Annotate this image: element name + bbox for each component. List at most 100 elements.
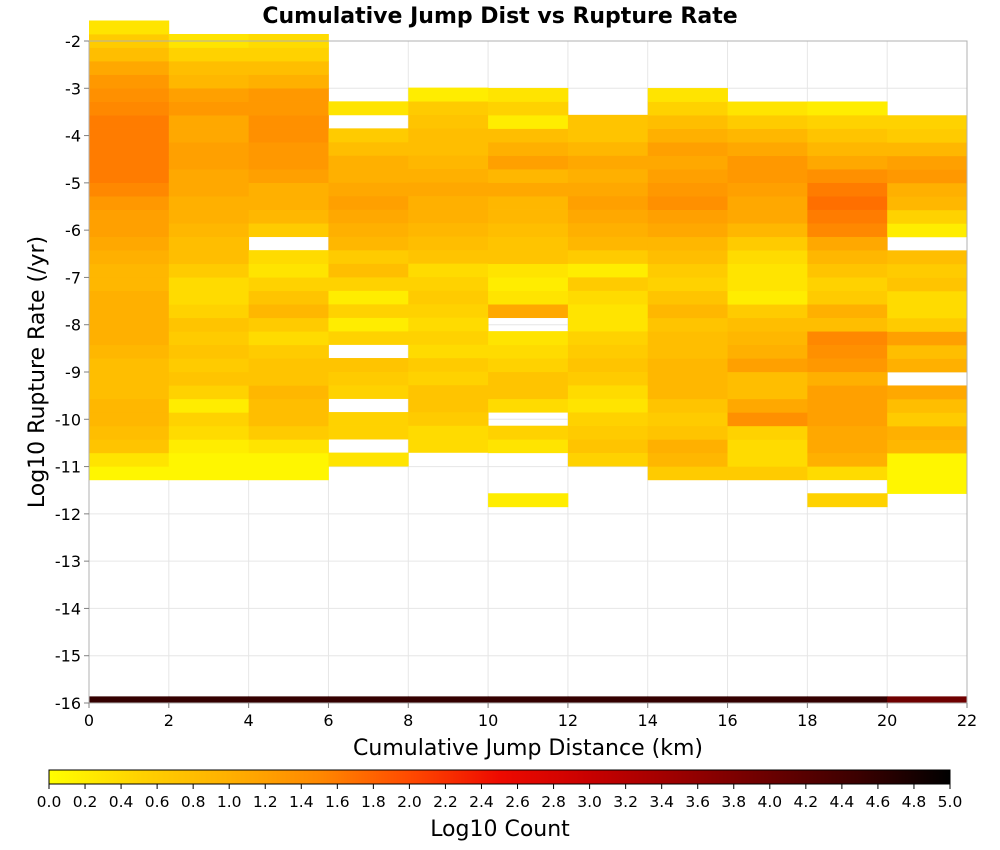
heatmap-cell <box>488 236 569 251</box>
heatmap-cell <box>328 182 409 197</box>
heatmap-cell <box>89 466 170 481</box>
heatmap-cell <box>89 452 170 467</box>
y-tick-label: -16 <box>55 694 81 713</box>
heatmap-cell <box>807 398 888 413</box>
colorbar-tick-label: 3.4 <box>649 793 674 811</box>
heatmap-cell <box>408 128 489 143</box>
heatmap-cell <box>488 331 569 346</box>
heatmap-cell <box>328 128 409 143</box>
heatmap-cell <box>727 425 808 440</box>
heatmap-cell <box>89 169 170 184</box>
y-tick-label: -11 <box>55 458 81 477</box>
heatmap-cell <box>328 249 409 264</box>
colorbar-tick-label: 2.8 <box>541 793 566 811</box>
heatmap-cell <box>89 344 170 359</box>
heatmap-cell <box>727 317 808 332</box>
heatmap-cell <box>168 101 250 116</box>
heatmap-cell <box>887 304 968 319</box>
heatmap-cell <box>328 290 409 305</box>
colorbar-tick-label: 4.0 <box>757 793 782 811</box>
heatmap-cell <box>488 87 569 102</box>
colorbar-tick-label: 0.0 <box>37 793 62 811</box>
heatmap-cell <box>727 223 808 238</box>
heatmap-cell <box>887 385 968 400</box>
heatmap-cell <box>567 331 649 345</box>
heatmap-cell <box>567 358 649 372</box>
heatmap-cell <box>168 290 250 305</box>
heatmap-cell <box>567 222 649 237</box>
heatmap-cell <box>647 344 728 359</box>
heatmap-cell <box>647 358 728 373</box>
heatmap-cell <box>168 169 250 184</box>
heatmap-cell <box>567 141 649 156</box>
heatmap-cell <box>488 277 569 292</box>
heatmap-cell <box>488 209 569 224</box>
heatmap-cell <box>408 195 489 210</box>
heatmap-cell <box>89 412 170 427</box>
heatmap-cell <box>248 88 329 102</box>
x-tick-label: 4 <box>244 711 254 730</box>
heatmap-cell <box>567 276 649 291</box>
colorbar-tick-label: 0.6 <box>145 793 170 811</box>
heatmap-cell <box>727 250 808 265</box>
heatmap-cell <box>408 249 489 264</box>
heatmap-cell <box>807 331 888 346</box>
heatmap-cell <box>408 114 489 129</box>
heatmap-cell <box>168 47 250 62</box>
heatmap-cell <box>647 182 728 197</box>
heatmap-cell <box>248 398 329 413</box>
heatmap-cell-bottom <box>807 696 888 703</box>
heatmap-cell <box>647 101 728 116</box>
heatmap-cell <box>89 385 170 400</box>
heatmap-cell <box>328 385 409 399</box>
heatmap-cell <box>408 263 489 278</box>
colorbar-tick-label: 4.6 <box>866 793 891 811</box>
heatmap-cell <box>727 196 808 211</box>
heatmap-cell <box>807 344 888 359</box>
heatmap-cell <box>408 411 489 426</box>
chart-title: Cumulative Jump Dist vs Rupture Rate <box>262 4 737 29</box>
heatmap-cell <box>328 303 409 318</box>
heatmap-cell <box>887 277 968 292</box>
heatmap-cell <box>727 128 808 143</box>
heatmap-cell <box>488 114 569 129</box>
heatmap-cell <box>168 115 250 129</box>
heatmap-cell <box>727 290 808 305</box>
heatmap-cell <box>328 358 409 372</box>
heatmap-cell <box>89 236 170 251</box>
colorbar-label: Log10 Count <box>430 817 570 842</box>
heatmap-cell <box>248 412 329 427</box>
heatmap-cell <box>89 290 170 305</box>
heatmap-cell <box>248 452 329 467</box>
heatmap-cell <box>567 452 649 467</box>
heatmap-cell <box>887 466 968 481</box>
heatmap-cell-bottom <box>89 696 170 703</box>
colorbar-ticks: 0.0 0.2 0.4 0.6 0.8 1.0 1.2 1.4 1.6 1.8 2.0 2.2 2.4 2… <box>37 784 962 811</box>
heatmap-cell <box>248 317 329 332</box>
heatmap-cell <box>887 155 968 170</box>
heatmap-cell <box>408 303 489 318</box>
heatmap-cell <box>647 196 728 211</box>
heatmap-cell <box>408 425 489 440</box>
heatmap-cell <box>248 290 329 305</box>
x-axis-label: Cumulative Jump Distance (km) <box>353 736 703 761</box>
colorbar-tick-label: 1.8 <box>361 793 386 811</box>
heatmap-cell <box>488 358 569 373</box>
heatmap-cell <box>567 371 649 386</box>
heatmap-cell <box>567 439 649 453</box>
heatmap-cell <box>887 209 968 224</box>
heatmap-cell <box>168 88 250 102</box>
heatmap-cell <box>408 141 489 156</box>
heatmap-cell <box>488 101 569 116</box>
heatmap-cell <box>807 452 888 467</box>
heatmap-cell-bottom <box>887 696 968 703</box>
heatmap-cell <box>89 317 170 332</box>
colorbar-tick-label: 3.8 <box>721 793 746 811</box>
heatmap-cell <box>328 222 409 237</box>
heatmap-cell <box>89 182 170 197</box>
colorbar <box>48 769 951 785</box>
heatmap-cell <box>727 344 808 359</box>
heatmap-cell <box>328 141 409 156</box>
heatmap-cell <box>408 87 489 102</box>
x-axis-ticks: 0 2 4 6 8 10 12 14 16 18 20 22 <box>84 703 977 730</box>
